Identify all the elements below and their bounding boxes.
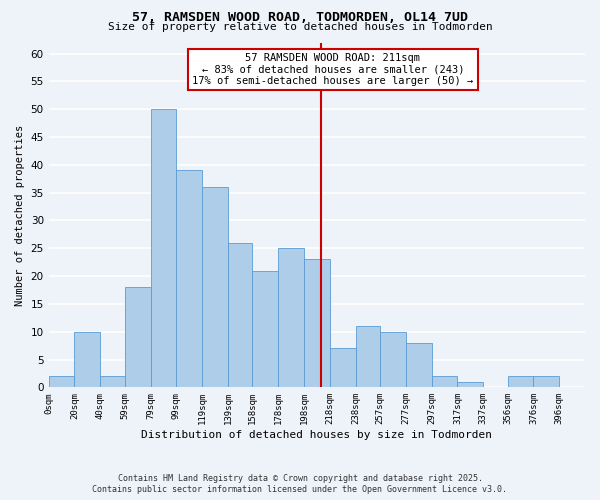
- Bar: [431, 376, 457, 388]
- Bar: [278, 248, 304, 388]
- Text: 57 RAMSDEN WOOD ROAD: 211sqm
← 83% of detached houses are smaller (243)
17% of s: 57 RAMSDEN WOOD ROAD: 211sqm ← 83% of de…: [192, 53, 473, 86]
- Bar: [406, 343, 431, 388]
- Bar: [508, 376, 533, 388]
- Bar: [228, 242, 253, 388]
- Bar: [457, 382, 483, 388]
- Bar: [151, 109, 176, 388]
- Bar: [356, 326, 380, 388]
- Y-axis label: Number of detached properties: Number of detached properties: [15, 124, 25, 306]
- Bar: [176, 170, 202, 388]
- Text: Contains HM Land Registry data © Crown copyright and database right 2025.
Contai: Contains HM Land Registry data © Crown c…: [92, 474, 508, 494]
- Bar: [533, 376, 559, 388]
- Bar: [202, 187, 228, 388]
- X-axis label: Distribution of detached houses by size in Todmorden: Distribution of detached houses by size …: [142, 430, 493, 440]
- Text: 57, RAMSDEN WOOD ROAD, TODMORDEN, OL14 7UD: 57, RAMSDEN WOOD ROAD, TODMORDEN, OL14 7…: [132, 11, 468, 24]
- Bar: [380, 332, 406, 388]
- Bar: [100, 376, 125, 388]
- Bar: [74, 332, 100, 388]
- Bar: [330, 348, 356, 388]
- Text: Size of property relative to detached houses in Todmorden: Size of property relative to detached ho…: [107, 22, 493, 32]
- Bar: [304, 260, 330, 388]
- Bar: [49, 376, 74, 388]
- Bar: [125, 287, 151, 388]
- Bar: [253, 270, 278, 388]
